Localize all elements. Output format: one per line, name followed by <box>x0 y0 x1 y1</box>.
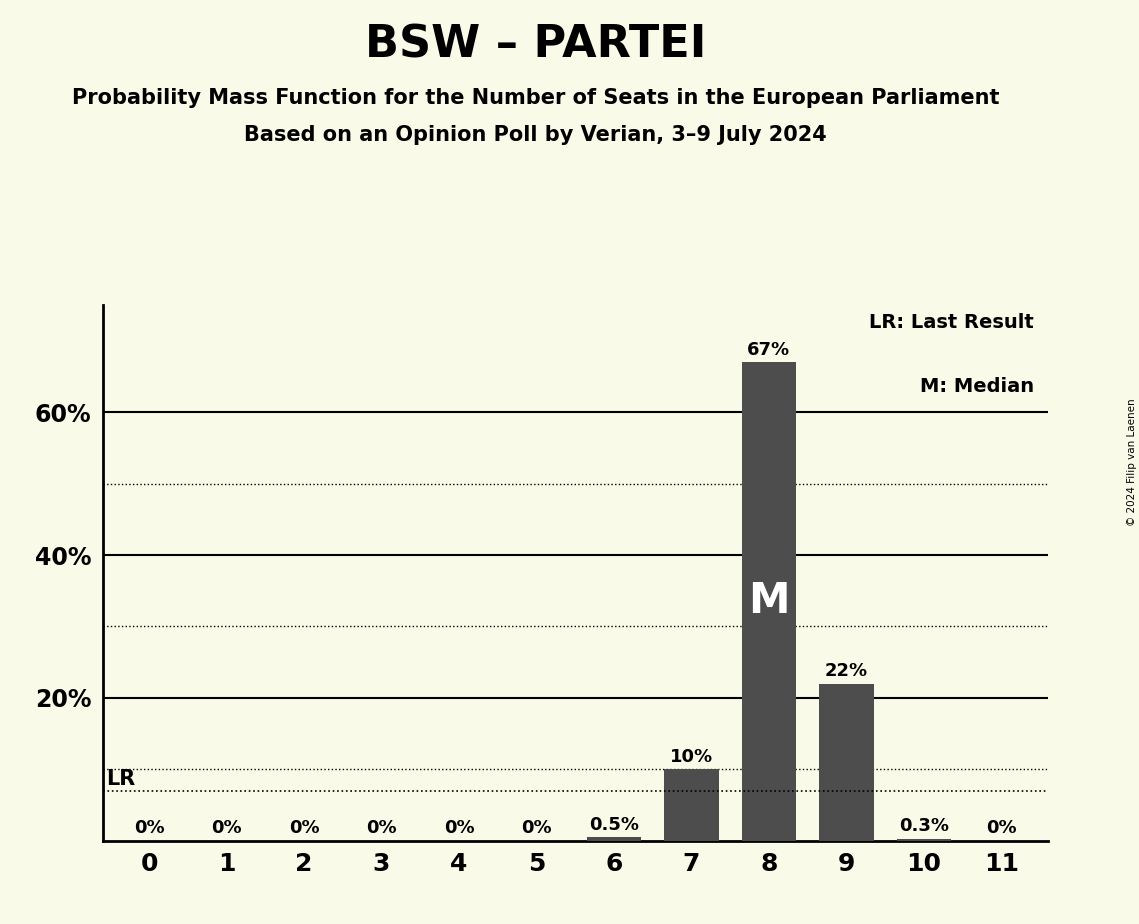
Text: Probability Mass Function for the Number of Seats in the European Parliament: Probability Mass Function for the Number… <box>72 88 999 108</box>
Text: Based on an Opinion Poll by Verian, 3–9 July 2024: Based on an Opinion Poll by Verian, 3–9 … <box>244 125 827 145</box>
Text: LR: Last Result: LR: Last Result <box>869 313 1034 332</box>
Text: 0%: 0% <box>366 820 396 837</box>
Text: 0.3%: 0.3% <box>899 817 949 835</box>
Bar <box>896 839 951 841</box>
Text: © 2024 Filip van Laenen: © 2024 Filip van Laenen <box>1126 398 1137 526</box>
Bar <box>819 684 874 841</box>
Bar <box>741 362 796 841</box>
Text: 10%: 10% <box>670 748 713 766</box>
Text: 0%: 0% <box>211 820 241 837</box>
Bar <box>587 837 641 841</box>
Text: 0%: 0% <box>522 820 551 837</box>
Bar <box>664 770 719 841</box>
Text: M: Median: M: Median <box>919 377 1034 396</box>
Text: LR: LR <box>106 769 136 789</box>
Text: 0.5%: 0.5% <box>589 816 639 833</box>
Text: 0%: 0% <box>986 820 1017 837</box>
Text: 0%: 0% <box>133 820 164 837</box>
Text: BSW – PARTEI: BSW – PARTEI <box>364 23 706 67</box>
Text: M: M <box>748 580 789 623</box>
Text: 0%: 0% <box>444 820 474 837</box>
Text: 22%: 22% <box>825 663 868 680</box>
Text: 67%: 67% <box>747 341 790 359</box>
Text: 0%: 0% <box>288 820 319 837</box>
